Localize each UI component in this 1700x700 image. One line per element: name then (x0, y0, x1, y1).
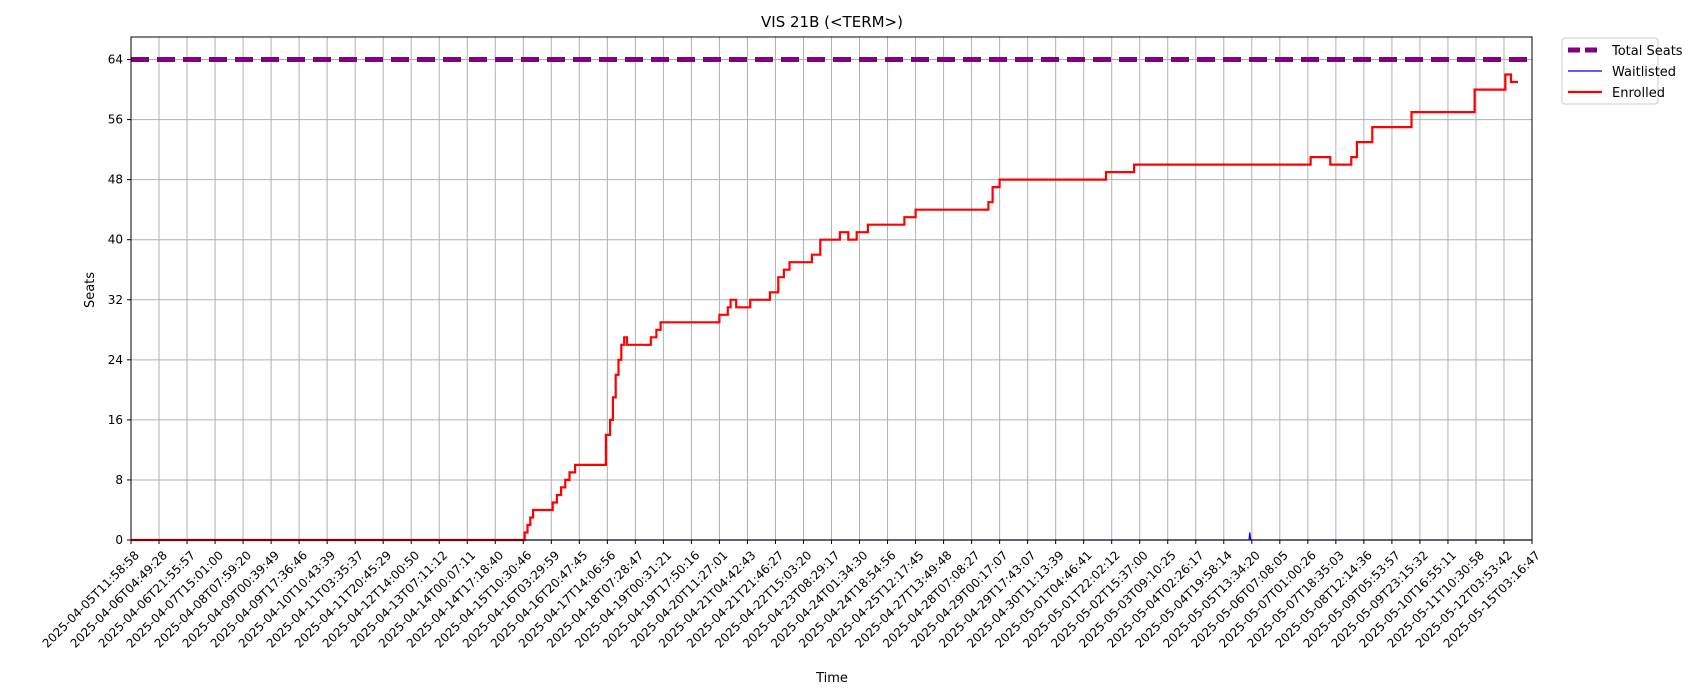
y-tick-label: 32 (108, 293, 123, 307)
y-tick-label: 64 (108, 53, 123, 67)
y-tick-label: 48 (108, 173, 123, 187)
chart-title: VIS 21B (<TERM>) (761, 13, 903, 31)
legend-label: Waitlisted (1612, 65, 1676, 80)
y-tick-label: 0 (115, 533, 123, 547)
y-tick-label: 8 (115, 473, 123, 487)
y-tick-label: 56 (108, 113, 123, 127)
x-axis-label: Time (815, 671, 848, 686)
grid-lines (130, 37, 1533, 541)
legend-box (1561, 37, 1659, 105)
y-tick-label: 16 (108, 413, 123, 427)
y-axis-label: Seats (83, 272, 98, 308)
legend-label: Total Seats (1611, 44, 1683, 59)
series-enrolled (131, 73, 1518, 542)
y-axis-ticks: 0 8 16 24 32 40 48 56 64 (108, 53, 131, 547)
legend: Total Seats Waitlisted Enrolled (1561, 37, 1683, 105)
y-tick-label: 24 (108, 353, 123, 367)
legend-label: Enrolled (1612, 86, 1665, 101)
y-tick-label: 40 (108, 233, 123, 247)
